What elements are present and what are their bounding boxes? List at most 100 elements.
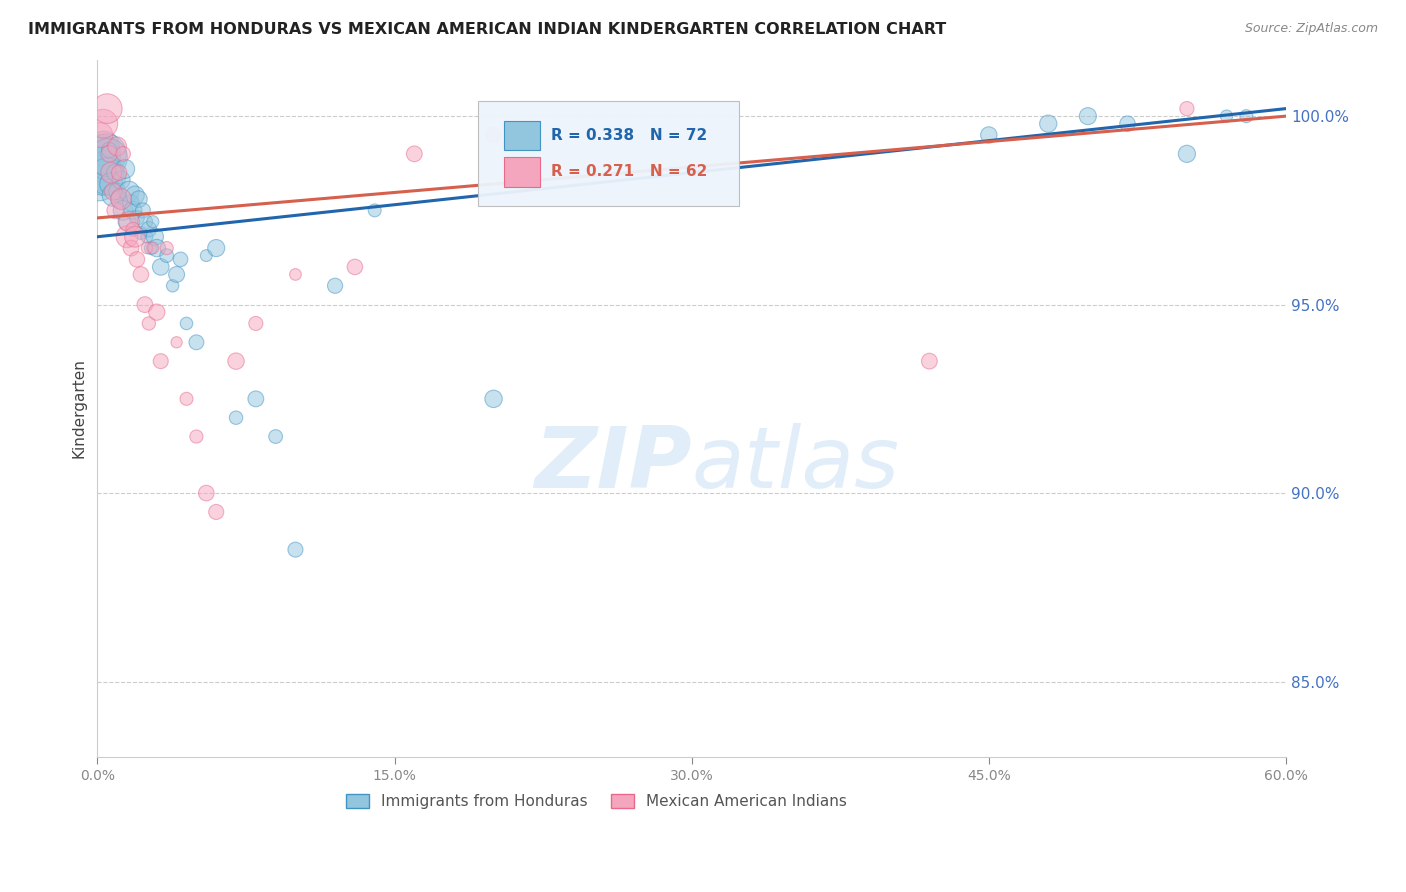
Point <box>363 203 385 218</box>
Point <box>90 146 112 161</box>
Point <box>205 505 228 519</box>
Point <box>142 215 165 229</box>
Text: ZIP: ZIP <box>534 423 692 506</box>
Point <box>195 486 218 500</box>
Point <box>162 278 184 293</box>
Point <box>176 392 198 406</box>
Point <box>138 222 160 236</box>
Point <box>134 215 156 229</box>
Point <box>98 146 121 161</box>
Point <box>156 249 179 263</box>
Point <box>138 317 160 331</box>
Point <box>205 241 228 255</box>
Point <box>103 185 125 199</box>
Point <box>129 226 152 240</box>
Point <box>105 139 128 153</box>
Point <box>245 317 267 331</box>
Point <box>343 260 366 274</box>
Point <box>918 354 941 368</box>
Point <box>186 335 208 350</box>
Point <box>323 278 346 293</box>
Point <box>118 185 141 199</box>
Point <box>1215 109 1237 123</box>
Point <box>115 215 138 229</box>
Point <box>104 203 127 218</box>
Point <box>1175 146 1198 161</box>
Point <box>156 241 179 255</box>
Point <box>166 268 188 282</box>
Point <box>124 229 146 244</box>
Point <box>134 297 156 311</box>
Point <box>125 252 148 267</box>
Point <box>284 268 307 282</box>
Point <box>225 354 247 368</box>
Point <box>112 203 135 218</box>
Point <box>100 166 122 180</box>
Point <box>245 392 267 406</box>
Point <box>89 177 111 191</box>
Point <box>104 166 127 180</box>
Point <box>108 166 131 180</box>
Point <box>115 229 138 244</box>
Point <box>169 252 191 267</box>
Point <box>91 173 114 187</box>
Point <box>1038 117 1060 131</box>
Y-axis label: Kindergarten: Kindergarten <box>72 359 86 458</box>
Point <box>89 128 111 142</box>
FancyBboxPatch shape <box>503 157 540 186</box>
Legend: Immigrants from Honduras, Mexican American Indians: Immigrants from Honduras, Mexican Americ… <box>340 789 853 815</box>
Point <box>93 139 115 153</box>
Point <box>103 188 125 202</box>
Point <box>98 143 121 157</box>
Point <box>149 260 172 274</box>
Point <box>482 392 505 406</box>
Point <box>1234 109 1257 123</box>
Point <box>176 317 198 331</box>
Point <box>122 222 145 236</box>
Point <box>143 229 166 244</box>
Point <box>404 146 426 161</box>
Point <box>89 154 111 169</box>
Point <box>122 203 145 218</box>
Point <box>100 177 122 191</box>
Point <box>195 249 218 263</box>
FancyBboxPatch shape <box>503 121 540 150</box>
Point <box>135 229 157 244</box>
Point <box>1077 109 1099 123</box>
Point <box>264 429 287 443</box>
Point <box>142 241 165 255</box>
Point <box>114 161 136 176</box>
Point <box>96 146 118 161</box>
Point <box>97 151 120 165</box>
Point <box>146 305 169 319</box>
Point <box>128 192 150 206</box>
Text: atlas: atlas <box>692 423 900 506</box>
Point <box>132 203 155 218</box>
Point <box>96 169 118 184</box>
Point <box>91 117 114 131</box>
Text: Source: ZipAtlas.com: Source: ZipAtlas.com <box>1244 22 1378 36</box>
Point <box>110 173 132 187</box>
Point <box>146 241 169 255</box>
Point <box>977 128 1000 142</box>
Point <box>94 158 117 172</box>
Point <box>135 241 157 255</box>
Point <box>1116 117 1139 131</box>
Point <box>225 410 247 425</box>
Text: R = 0.338   N = 72: R = 0.338 N = 72 <box>551 128 707 143</box>
Point <box>124 188 146 202</box>
Point <box>1175 102 1198 116</box>
Point <box>139 241 162 255</box>
Point <box>129 268 152 282</box>
Point <box>96 102 118 116</box>
Point <box>284 542 307 557</box>
Point <box>105 185 128 199</box>
FancyBboxPatch shape <box>478 102 740 206</box>
Point <box>166 335 188 350</box>
Point <box>91 166 114 180</box>
Point <box>125 211 148 225</box>
Point <box>110 192 132 206</box>
Point <box>118 215 141 229</box>
Point <box>108 192 131 206</box>
Point <box>186 429 208 443</box>
